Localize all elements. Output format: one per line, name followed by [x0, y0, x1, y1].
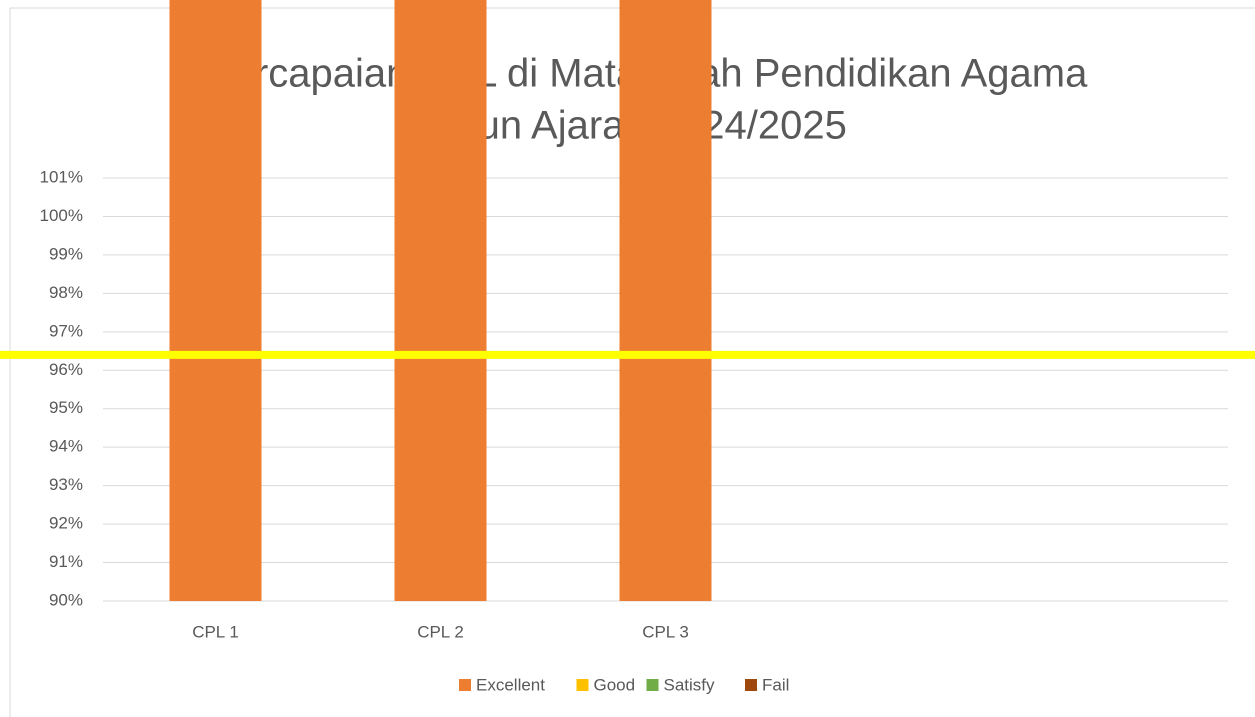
y-tick-label: 100%	[40, 206, 83, 225]
legend-label: Good	[594, 675, 636, 694]
y-tick-label: 101%	[40, 167, 83, 186]
y-tick-label: 96%	[49, 360, 83, 379]
bar-segment	[394, 0, 487, 601]
bar-segment	[169, 0, 262, 601]
y-tick-label: 94%	[49, 437, 83, 456]
y-tick-label: 95%	[49, 398, 83, 417]
legend-label: Fail	[762, 675, 789, 694]
x-tick-label: CPL 3	[642, 622, 689, 641]
legend-swatch	[459, 679, 471, 691]
y-tick-label: 92%	[49, 514, 83, 533]
y-tick-label: 97%	[49, 321, 83, 340]
y-tick-label: 98%	[49, 283, 83, 302]
legend-label: Excellent	[476, 675, 545, 694]
legend-label: Satisfy	[664, 675, 716, 694]
y-tick-label: 91%	[49, 552, 83, 571]
x-tick-label: CPL 2	[417, 622, 464, 641]
y-tick-label: 90%	[49, 590, 83, 609]
legend-swatch	[646, 679, 659, 691]
y-tick-label: 99%	[49, 244, 83, 263]
legend-swatch	[576, 679, 589, 691]
bar-segment	[619, 0, 712, 601]
legend-swatch	[745, 679, 757, 691]
y-tick-label: 93%	[49, 475, 83, 494]
x-tick-label: CPL 1	[192, 622, 239, 641]
